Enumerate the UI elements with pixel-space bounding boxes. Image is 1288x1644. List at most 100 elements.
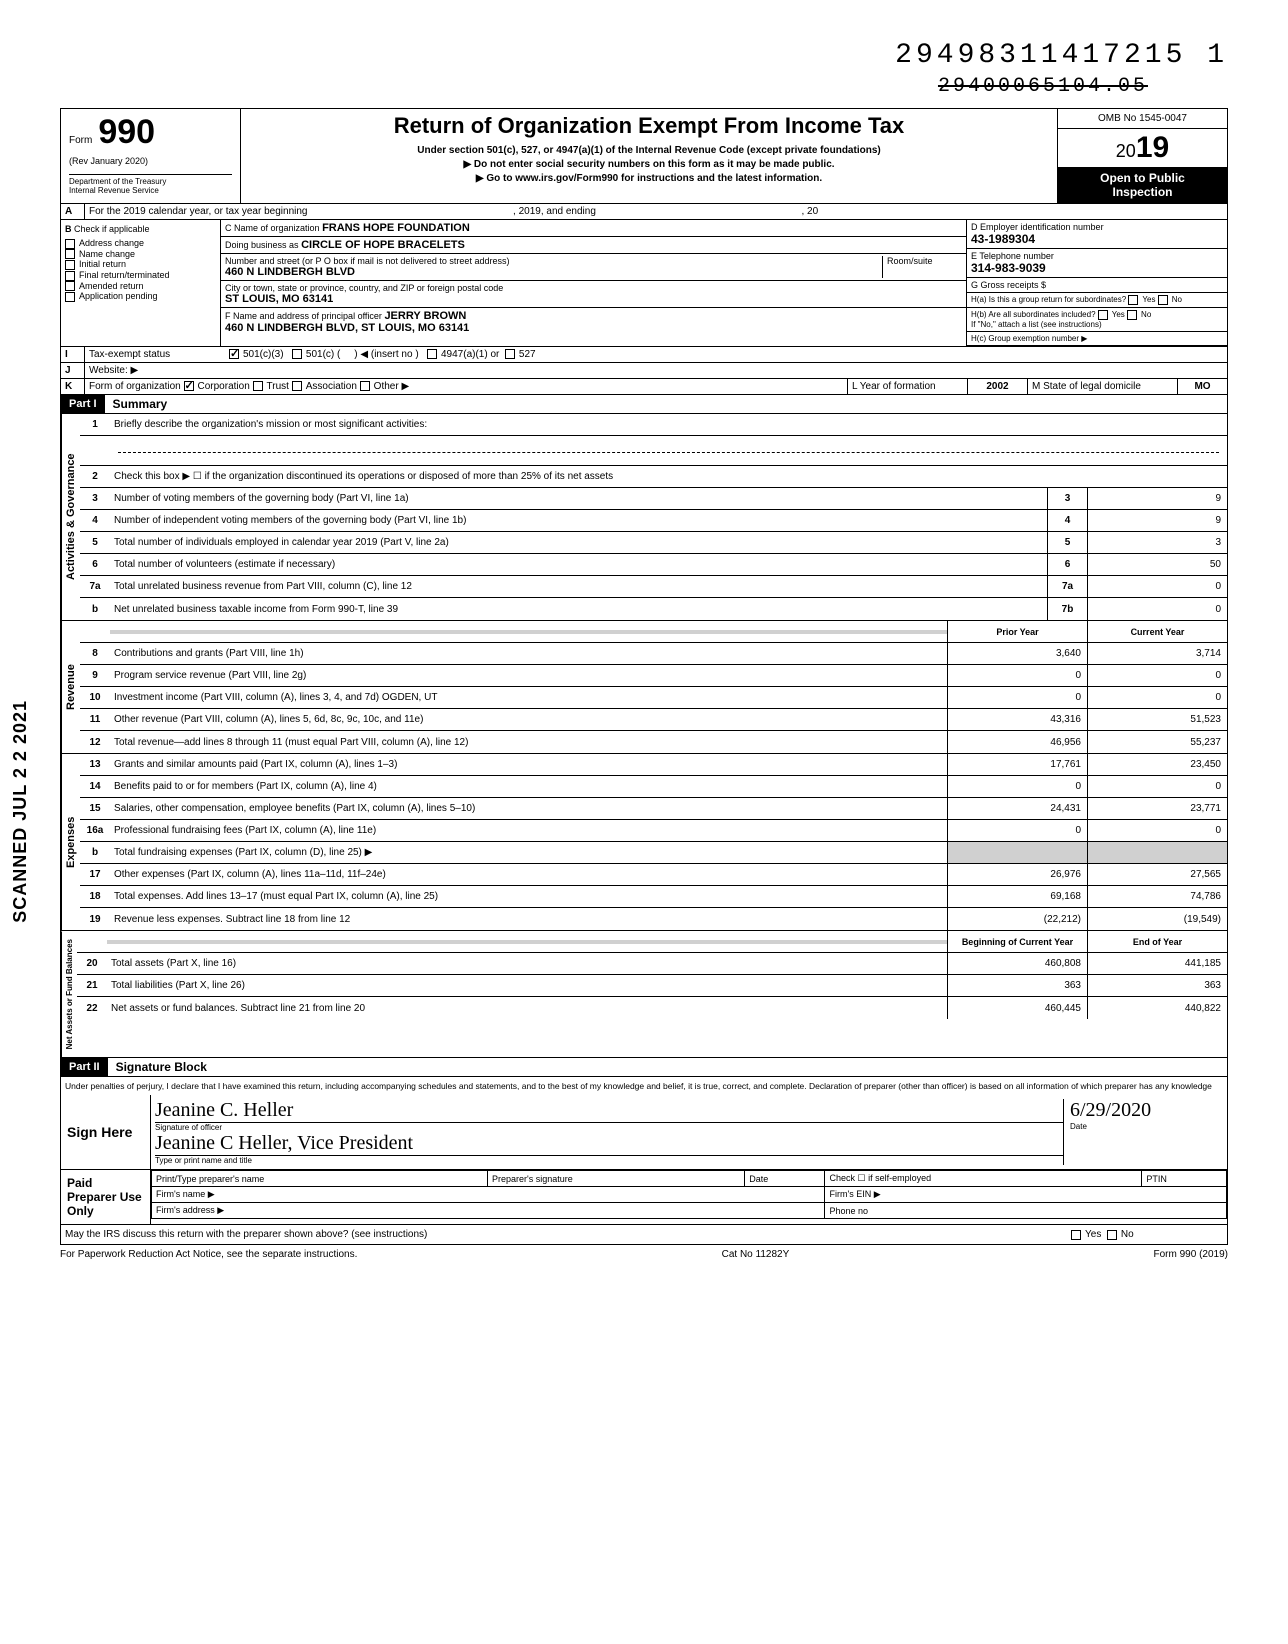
- insert-no: ) ◀ (insert no ): [354, 349, 418, 360]
- chk-501c[interactable]: [292, 349, 302, 359]
- vtab-expenses: Expenses: [61, 754, 80, 930]
- line20-p: 460,808: [947, 953, 1087, 974]
- city-lbl: City or town, state or province, country…: [225, 283, 503, 293]
- firm-ein-lbl: Firm's EIN ▶: [825, 1187, 1227, 1203]
- sign-block: Sign Here Jeanine C. Heller Signature of…: [60, 1095, 1228, 1170]
- part1-header: Part I Summary: [60, 395, 1228, 414]
- line3-desc: Number of voting members of the governin…: [110, 491, 1047, 506]
- line21-c: 363: [1087, 975, 1227, 996]
- line18-c: 74,786: [1087, 886, 1227, 907]
- officer-name-title: Jeanine C Heller, Vice President: [155, 1132, 1063, 1156]
- hdr-current: Current Year: [1087, 621, 1227, 642]
- line22-c: 440,822: [1087, 997, 1227, 1019]
- scanned-stamp: SCANNED JUL 2 2 2021: [10, 700, 31, 923]
- line11-c: 51,523: [1087, 709, 1227, 730]
- chk-corp[interactable]: [184, 381, 194, 391]
- open-public: Open to Public: [1062, 171, 1223, 185]
- hdr-begin: Beginning of Current Year: [947, 931, 1087, 952]
- phone-value: 314-983-9039: [971, 261, 1046, 275]
- sign-here-lbl: Sign Here: [61, 1095, 151, 1169]
- part1-title: Summary: [105, 397, 168, 411]
- opt-527: 527: [519, 349, 536, 360]
- line20-c: 441,185: [1087, 953, 1227, 974]
- prep-ptin: PTIN: [1142, 1171, 1227, 1187]
- chk-527[interactable]: [505, 349, 515, 359]
- top-number-1: 29498311417215 1: [60, 40, 1228, 71]
- prep-self-emp: Check ☐ if self-employed: [825, 1171, 1142, 1187]
- chk-other[interactable]: [360, 381, 370, 391]
- line10-p: 0: [947, 687, 1087, 708]
- chk-address-change[interactable]: [65, 239, 75, 249]
- hb-note: If "No," attach a list (see instructions…: [971, 320, 1102, 329]
- chk-trust[interactable]: [253, 381, 263, 391]
- dept-treasury: Department of the Treasury: [69, 177, 232, 186]
- line22-p: 460,445: [947, 997, 1087, 1019]
- form-org-lbl: Form of organization: [89, 381, 181, 392]
- line21-p: 363: [947, 975, 1087, 996]
- officer-addr: 460 N LINDBERGH BLVD, ST LOUIS, MO 63141: [225, 322, 469, 334]
- firm-name-lbl: Firm's name ▶: [152, 1187, 825, 1203]
- form-sub1: Under section 501(c), 527, or 4947(a)(1)…: [249, 145, 1049, 156]
- line16a-c: 0: [1087, 820, 1227, 841]
- preparer-table: Print/Type preparer's name Preparer's si…: [151, 1170, 1227, 1219]
- chk-amended[interactable]: [65, 281, 75, 291]
- line20-desc: Total assets (Part X, line 16): [107, 956, 947, 971]
- inspection: Inspection: [1062, 185, 1223, 199]
- chk-initial-return[interactable]: [65, 260, 75, 270]
- firm-phone-lbl: Phone no: [825, 1203, 1227, 1219]
- chk-name-change[interactable]: [65, 249, 75, 259]
- omb-number: OMB No 1545-0047: [1058, 109, 1227, 129]
- line2-desc: Check this box ▶ ☐ if the organization d…: [110, 469, 1227, 484]
- line19-desc: Revenue less expenses. Subtract line 18 …: [110, 912, 947, 927]
- lbl-name-change: Name change: [79, 249, 135, 259]
- gross-lbl: G Gross receipts $: [967, 278, 1227, 293]
- chk-assoc[interactable]: [292, 381, 302, 391]
- yof-val: 2002: [967, 379, 1027, 394]
- label-a: A: [61, 204, 85, 219]
- line13-p: 17,761: [947, 754, 1087, 775]
- line7a-val: 0: [1087, 576, 1227, 597]
- line22-desc: Net assets or fund balances. Subtract li…: [107, 1001, 947, 1016]
- part1-label: Part I: [61, 395, 105, 413]
- line12-p: 46,956: [947, 731, 1087, 753]
- chk-501c3[interactable]: [229, 349, 239, 359]
- discuss-no[interactable]: [1107, 1230, 1117, 1240]
- dept-irs: Internal Revenue Service: [69, 186, 232, 195]
- row-j: J Website: ▶: [60, 363, 1228, 379]
- line14-c: 0: [1087, 776, 1227, 797]
- line1-desc: Briefly describe the organization's miss…: [110, 417, 1227, 432]
- lbl-initial-return: Initial return: [79, 259, 126, 269]
- line15-c: 23,771: [1087, 798, 1227, 819]
- hb-no-lbl: No: [1141, 310, 1151, 319]
- label-b: B: [65, 224, 72, 234]
- dom-val: MO: [1177, 379, 1227, 394]
- line15-desc: Salaries, other compensation, employee b…: [110, 801, 947, 816]
- form-word: Form: [69, 135, 92, 146]
- yof-lbl: L Year of formation: [852, 381, 936, 392]
- line11-p: 43,316: [947, 709, 1087, 730]
- line5-desc: Total number of individuals employed in …: [110, 535, 1047, 550]
- discuss-yes[interactable]: [1071, 1230, 1081, 1240]
- name-title-lbl: Type or print name and title: [155, 1156, 1063, 1165]
- ha-yes[interactable]: [1128, 295, 1138, 305]
- row-i: I Tax-exempt status 501(c)(3) 501(c) ( )…: [60, 347, 1228, 363]
- hb-yes[interactable]: [1098, 310, 1108, 320]
- ha-no[interactable]: [1158, 295, 1168, 305]
- tax-exempt-lbl: Tax-exempt status: [85, 347, 225, 362]
- hb-no[interactable]: [1127, 310, 1137, 320]
- opt-other: Other ▶: [374, 381, 409, 392]
- opt-4947: 4947(a)(1) or: [441, 349, 499, 360]
- chk-application-pending[interactable]: [65, 292, 75, 302]
- chk-4947[interactable]: [427, 349, 437, 359]
- chk-final-return[interactable]: [65, 271, 75, 281]
- sign-date-lbl: Date: [1070, 1122, 1223, 1131]
- line7a-desc: Total unrelated business revenue from Pa…: [110, 579, 1047, 594]
- section-governance: Activities & Governance 1Briefly describ…: [60, 414, 1228, 621]
- opt-501c3: 501(c)(3): [243, 349, 284, 360]
- hdr-end: End of Year: [1087, 931, 1227, 952]
- lbl-app-pending: Application pending: [79, 291, 158, 301]
- line11-desc: Other revenue (Part VIII, column (A), li…: [110, 712, 947, 727]
- line16a-p: 0: [947, 820, 1087, 841]
- sig-label: Signature of officer: [155, 1123, 1063, 1132]
- hb-yes-lbl: Yes: [1112, 310, 1125, 319]
